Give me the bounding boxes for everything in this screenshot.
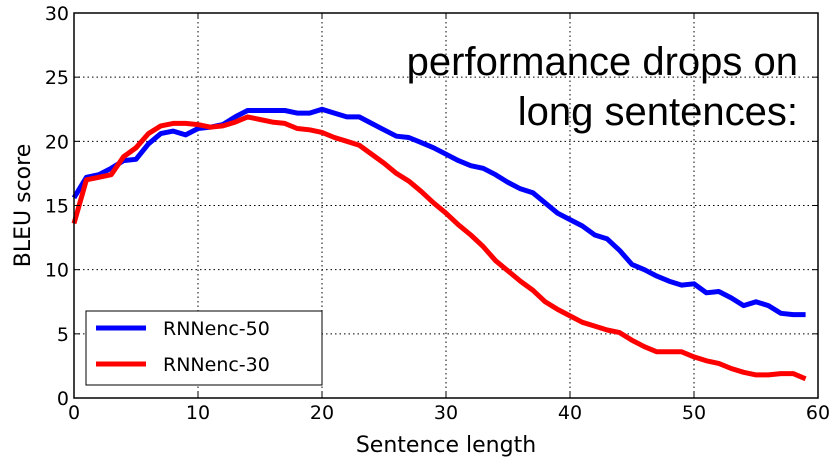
- y-tick-label: 25: [45, 67, 69, 89]
- y-tick-label: 10: [45, 260, 69, 282]
- series-line-rnnenc-50: [71, 106, 806, 318]
- legend-label-rnnenc-30: RNNenc-30: [163, 354, 270, 376]
- y-tick-label: 0: [57, 388, 69, 410]
- x-tick-label: 10: [186, 402, 210, 424]
- series-line-rnnenc-30: [71, 114, 807, 382]
- legend-label-rnnenc-50: RNNenc-50: [163, 318, 270, 340]
- legend-box: [85, 310, 323, 386]
- y-tick-label: 15: [45, 196, 69, 218]
- legend: RNNenc-50 RNNenc-30: [85, 310, 323, 386]
- x-tick-label: 0: [68, 402, 80, 424]
- y-tick-label: 30: [45, 3, 69, 25]
- axis-ticks: 0 10 20 30 40 50 60 0 5 10 15 20 25 30: [45, 3, 830, 424]
- y-tick-label: 5: [57, 324, 69, 346]
- series-layer: [71, 106, 807, 382]
- y-tick-label: 20: [45, 131, 69, 153]
- x-tick-label: 30: [434, 402, 458, 424]
- x-axis-label: Sentence length: [356, 433, 536, 457]
- x-tick-label: 20: [310, 402, 334, 424]
- annotation-line-1: performance drops on: [407, 40, 798, 84]
- y-axis-label: BLEU score: [11, 144, 36, 267]
- annotation-line-2: long sentences:: [518, 90, 798, 134]
- x-tick-label: 60: [806, 402, 830, 424]
- x-tick-label: 50: [682, 402, 706, 424]
- x-tick-label: 40: [558, 402, 582, 424]
